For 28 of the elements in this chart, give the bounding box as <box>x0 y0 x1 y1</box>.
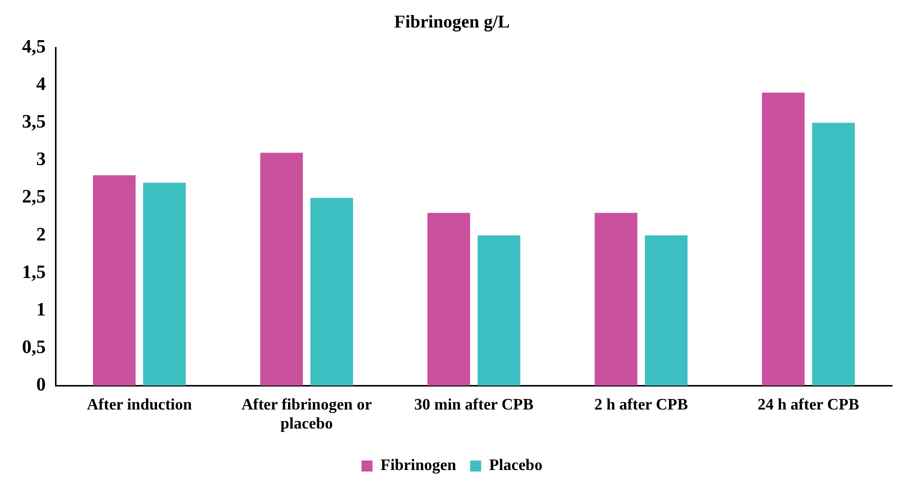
y-tick-label: 1,5 <box>22 262 46 283</box>
x-tick-label: 30 min after CPB <box>414 396 534 414</box>
y-tick-label: 1 <box>36 299 46 320</box>
y-tick-label: 0,5 <box>22 336 46 358</box>
x-tick-label: 24 h after CPB <box>758 396 860 414</box>
bar <box>92 175 136 386</box>
y-tick-label: 4 <box>36 74 46 96</box>
bar <box>478 235 520 386</box>
y-tick-label: 3,5 <box>22 112 46 133</box>
y-tick-label: 2,5 <box>22 186 46 208</box>
y-tick-label: 2 <box>36 224 46 246</box>
bar <box>594 212 638 386</box>
bar <box>644 235 688 386</box>
bar <box>310 198 354 386</box>
x-tick-label: 2 h after CPB <box>594 396 688 414</box>
bar <box>143 182 186 386</box>
y-tick-label: 0 <box>36 374 46 396</box>
y-tick-label: 4,5 <box>22 36 46 58</box>
bar <box>260 152 303 386</box>
bar <box>812 122 855 386</box>
legend-label: Placebo <box>489 457 542 474</box>
y-tick-label: 3 <box>36 149 46 170</box>
x-tick-label: After induction <box>86 396 192 414</box>
bar <box>427 212 470 386</box>
legend-label: Fibrinogen <box>380 457 456 474</box>
x-tick-label: After fibrinogen or placebo <box>241 396 372 433</box>
bar <box>762 92 805 386</box>
chart-title: Fibrinogen g/L <box>394 11 510 32</box>
